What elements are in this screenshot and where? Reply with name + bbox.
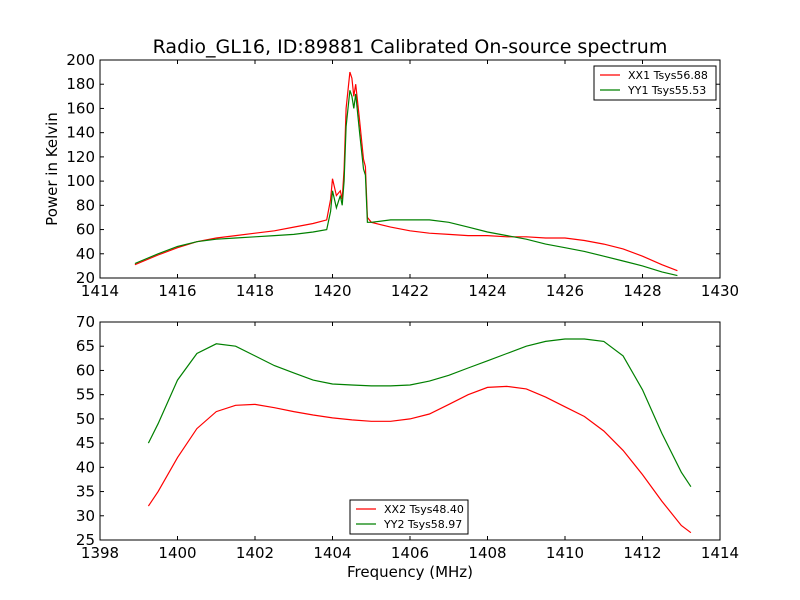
figure-title: Radio_GL16, ID:89881 Calibrated On-sourc… <box>153 36 668 58</box>
y-tick-label: 50 <box>76 410 95 428</box>
y-tick-label: 45 <box>76 434 95 452</box>
y-tick-label: 160 <box>66 99 95 117</box>
x-axis-label: Frequency (MHz) <box>347 563 473 581</box>
y-tick-label: 25 <box>76 531 95 549</box>
y-tick-label: 35 <box>76 483 95 501</box>
y-tick-label: 20 <box>76 269 95 287</box>
x-tick-label: 1420 <box>313 282 351 300</box>
bottom-plot-xx2-yy2: 1398 1400 1402 1404 1406 1408 1410 1412 1414 25 30… <box>76 313 739 581</box>
x-tick-label: 1410 <box>546 544 584 562</box>
y-axis-label: Power in Kelvin <box>43 112 61 226</box>
series-line-2-1 <box>147 385 692 534</box>
y-tick-label: 80 <box>76 196 95 214</box>
y-tick-label: 100 <box>66 172 95 190</box>
x-tick-label: 1406 <box>391 544 429 562</box>
legend-label: YY1 Tsys55.53 <box>627 84 706 97</box>
x-tick-label: 1424 <box>468 282 506 300</box>
y-tick-label: 40 <box>76 458 95 476</box>
y-tick-label: 60 <box>76 221 95 239</box>
series-line-1-2 <box>134 90 678 277</box>
x-tick-label: 1416 <box>158 282 196 300</box>
x-tick-label: 1412 <box>623 544 661 562</box>
x-tick-label: 1430 <box>701 282 739 300</box>
series-line-2-2 <box>147 338 692 488</box>
y-tick-label: 140 <box>66 124 95 142</box>
x-tick-label: 1414 <box>701 544 739 562</box>
y-tick-label: 120 <box>66 148 95 166</box>
x-tick-label: 1414 <box>81 282 119 300</box>
legend-label: XX2 Tsys48.40 <box>384 503 464 516</box>
x-tick-label: 1418 <box>236 282 274 300</box>
y-tick-label: 55 <box>76 386 95 404</box>
legend-label: XX1 Tsys56.88 <box>628 69 708 82</box>
x-tick-label: 1402 <box>236 544 274 562</box>
x-tick-label: 1398 <box>81 544 119 562</box>
y-tick-label: 60 <box>76 361 95 379</box>
x-tick-label: 1426 <box>546 282 584 300</box>
y-tick-label: 40 <box>76 245 95 263</box>
x-tick-label: 1400 <box>158 544 196 562</box>
y-tick-label: 200 <box>66 51 95 69</box>
y-tick-label: 65 <box>76 337 95 355</box>
legend-label: YY2 Tsys58.97 <box>383 518 462 531</box>
legend-box <box>593 65 717 101</box>
x-tick-label: 1404 <box>313 544 351 562</box>
y-tick-label: 70 <box>76 313 95 331</box>
x-tick-label: 1422 <box>391 282 429 300</box>
x-tick-label: 1428 <box>623 282 661 300</box>
y-tick-label: 180 <box>66 75 95 93</box>
legend-box <box>349 499 469 535</box>
y-tick-label: 30 <box>76 507 95 525</box>
series-line-1-1 <box>134 71 678 272</box>
top-plot-xx1-yy1: 1414 1416 1418 1420 1422 1424 1426 1428 1430 20 40… <box>43 51 739 300</box>
x-tick-label: 1408 <box>468 544 506 562</box>
